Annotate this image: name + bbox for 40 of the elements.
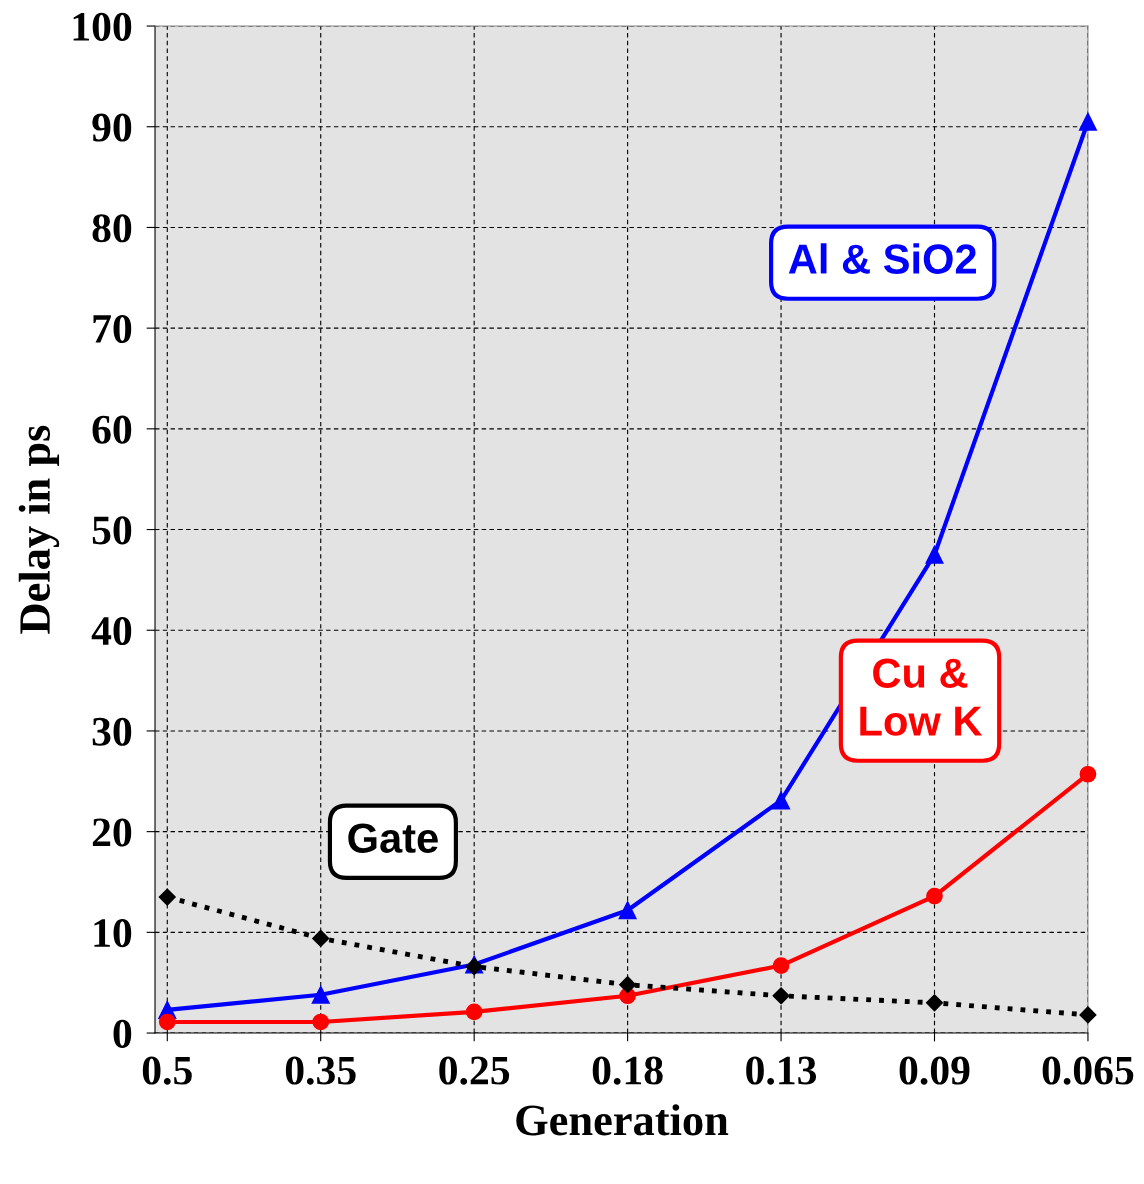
point bbox=[772, 791, 791, 810]
y-tick-label: 50 bbox=[92, 516, 132, 545]
y-tick-label: 60 bbox=[92, 415, 132, 444]
y-tick-label: 10 bbox=[94, 919, 132, 948]
x-tick-label: 0.18 bbox=[592, 1056, 663, 1085]
point bbox=[925, 994, 944, 1012]
annotation: Cu & Low K bbox=[860, 658, 983, 736]
annotation: Al & SiO2 bbox=[788, 243, 976, 274]
point bbox=[618, 901, 637, 920]
y-tick-label: 80 bbox=[92, 214, 132, 243]
y-tick-label: 40 bbox=[91, 616, 132, 646]
x-tick-label: 0.09 bbox=[899, 1056, 970, 1085]
y-tick-label: 20 bbox=[92, 818, 132, 847]
point bbox=[465, 1003, 483, 1021]
annotation: Gate bbox=[348, 823, 438, 853]
point bbox=[772, 957, 790, 974]
point bbox=[619, 976, 637, 994]
x-axis-title: Generation bbox=[516, 1104, 729, 1136]
y-axis-title: Delay in ps bbox=[18, 425, 60, 634]
point bbox=[1078, 112, 1097, 131]
point bbox=[312, 929, 330, 947]
point bbox=[158, 888, 176, 906]
point bbox=[1079, 1006, 1097, 1024]
point bbox=[158, 1013, 176, 1031]
point bbox=[925, 545, 944, 564]
y-tick-label: 100 bbox=[73, 12, 132, 41]
y-tick-label: 0 bbox=[113, 1019, 132, 1048]
x-tick-label: 0.25 bbox=[439, 1056, 510, 1085]
y-tick-label: 30 bbox=[92, 717, 132, 746]
y-tick-label: 90 bbox=[92, 113, 132, 142]
x-tick-label: 0.5 bbox=[142, 1056, 192, 1085]
point bbox=[312, 1013, 330, 1031]
x-tick-label: 0.065 bbox=[1042, 1056, 1134, 1085]
x-tick-label: 0.35 bbox=[285, 1056, 356, 1085]
x-tick-label: 0.13 bbox=[746, 1056, 817, 1085]
point bbox=[926, 887, 943, 905]
point bbox=[772, 987, 790, 1005]
point bbox=[1079, 765, 1097, 783]
point bbox=[311, 985, 330, 1004]
y-tick-label: 70 bbox=[93, 314, 132, 344]
